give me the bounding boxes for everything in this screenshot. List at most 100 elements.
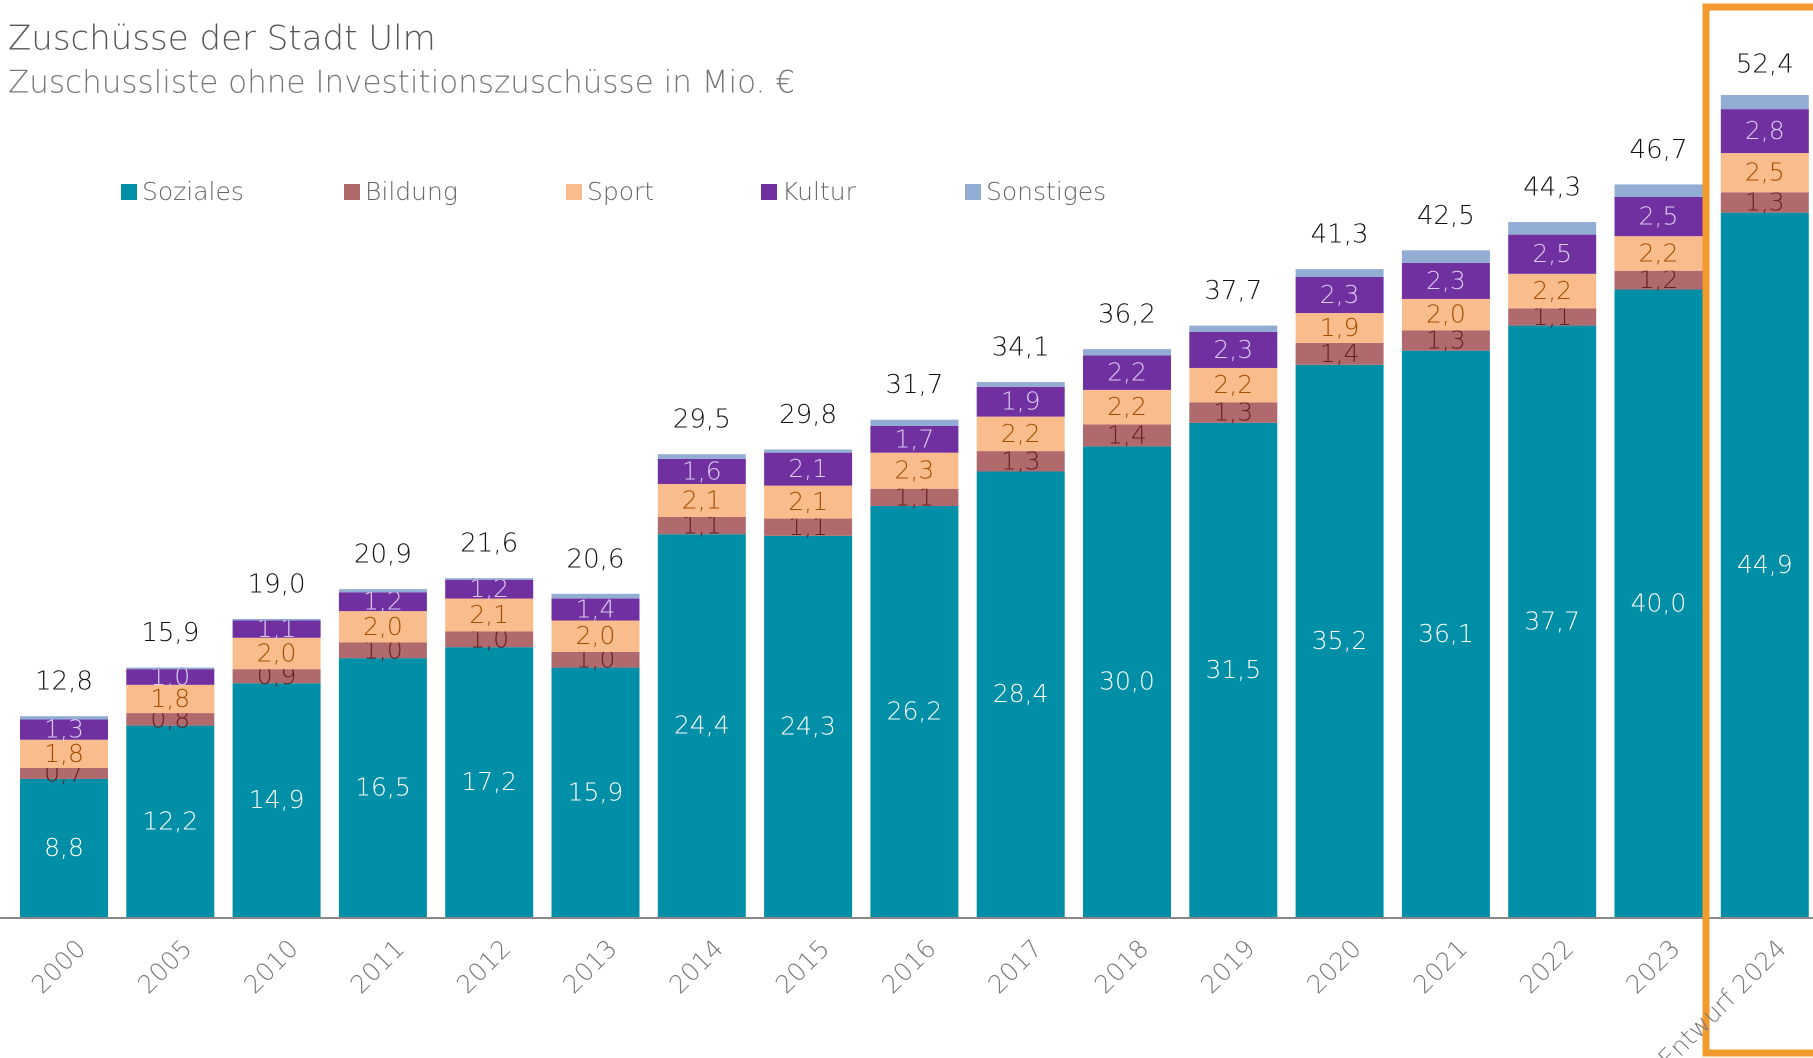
bar-segment [976, 451, 1065, 472]
data-label: 40,0 [1631, 588, 1687, 617]
bar-segment [1508, 325, 1597, 917]
total-label: 37,7 [1204, 276, 1262, 306]
data-label: 1,4 [1107, 420, 1147, 449]
data-label: 15,9 [568, 777, 624, 806]
total-label: 19,0 [248, 569, 306, 599]
bar-segment [1720, 212, 1809, 918]
data-label: 2,5 [1639, 202, 1679, 231]
data-label: 35,2 [1312, 626, 1368, 655]
x-tick-label: 2018 [1089, 934, 1154, 999]
bar-segment [657, 458, 746, 485]
bar-segment [1720, 153, 1809, 193]
data-label: 2,2 [1639, 238, 1679, 267]
legend-label: Kultur [782, 177, 857, 206]
data-label: 26,2 [887, 697, 943, 726]
data-label: 17,2 [461, 767, 517, 796]
bar-segment [870, 452, 959, 489]
data-label: 2,0 [363, 612, 403, 641]
bar-segment [232, 669, 321, 684]
bar-segment [1083, 389, 1171, 425]
data-label: 2,8 [1745, 116, 1785, 145]
data-label: 1,8 [150, 684, 190, 713]
bar-segment [551, 598, 640, 621]
x-tick-label: 2019 [1195, 934, 1260, 999]
bar-segment [1614, 196, 1703, 237]
bar-segment [870, 506, 959, 917]
data-label: 1,9 [1001, 387, 1041, 416]
data-label: 2,5 [1745, 158, 1785, 187]
data-label: 2,1 [788, 454, 828, 483]
bar-segment [1720, 95, 1809, 110]
bar-segment [1295, 313, 1384, 343]
data-label: 8,8 [44, 833, 84, 862]
total-label: 29,8 [779, 400, 837, 430]
data-label: 1,7 [895, 424, 935, 453]
data-label: 2,3 [1320, 280, 1360, 309]
bar-segment [1189, 325, 1278, 332]
x-tick-label: 2021 [1408, 934, 1473, 999]
bar-segment [445, 647, 534, 917]
bar-segment [1614, 236, 1703, 271]
bar-segment [657, 454, 746, 459]
data-label: 1,3 [1001, 446, 1041, 475]
data-label: 2,2 [1213, 370, 1253, 399]
bar-segment [551, 593, 640, 599]
legend-swatch [121, 184, 137, 200]
bar-segment [1189, 422, 1278, 917]
bar-segment [1720, 109, 1809, 154]
bar-segment [1295, 269, 1384, 277]
bar-segment [1401, 350, 1490, 917]
data-label: 2,2 [1001, 419, 1041, 448]
x-tick-label: 2014 [663, 934, 728, 999]
bar-segment [126, 667, 215, 670]
legend-label: Soziales [142, 177, 244, 206]
data-label: 2,5 [1532, 239, 1572, 268]
data-label: 2,3 [895, 456, 935, 485]
bar-segment [338, 658, 427, 917]
bar-segment [232, 620, 321, 638]
legend-label: Sonstiges [986, 177, 1106, 206]
data-label: 1,4 [1320, 339, 1360, 368]
data-label: 2,1 [469, 600, 509, 629]
bar-segment [1508, 222, 1597, 235]
bar-segment [1083, 424, 1171, 447]
bar-segment [764, 535, 853, 917]
bar-segment [126, 669, 215, 685]
legend-label: Bildung [365, 177, 458, 206]
total-label: 52,4 [1736, 50, 1794, 80]
data-label: 24,3 [780, 711, 836, 740]
data-label: 1,3 [1213, 398, 1253, 427]
bar-segment [1189, 331, 1278, 368]
legend-swatch [566, 184, 582, 200]
total-label: 44,3 [1523, 173, 1581, 203]
x-tick-label: 2017 [982, 934, 1047, 999]
bar-segment [445, 631, 534, 648]
bar-segment [20, 778, 108, 917]
bar-segment [764, 449, 853, 453]
bar-segment [657, 516, 746, 535]
legend-label: Sport [587, 177, 654, 206]
data-label: 2,0 [1426, 300, 1466, 329]
data-label: 2,2 [1107, 392, 1147, 421]
bar-segment [338, 642, 427, 659]
bar-segment [232, 618, 321, 621]
bar-segment [1295, 364, 1384, 918]
bar-segment [1189, 367, 1278, 403]
bar-segment [126, 684, 215, 714]
bar-segment [445, 578, 534, 580]
data-label: 1,8 [44, 739, 84, 768]
bar-segment [338, 611, 427, 643]
bar-segment [232, 637, 321, 670]
bar-segment [20, 767, 108, 779]
bar-segment [20, 716, 108, 720]
data-label: 31,5 [1205, 655, 1261, 684]
legend-swatch [965, 184, 981, 200]
total-label: 31,7 [885, 370, 943, 400]
data-label: 30,0 [1099, 667, 1155, 696]
total-label: 46,7 [1630, 135, 1688, 165]
x-tick-label: 2012 [451, 934, 516, 999]
x-tick-label: 2005 [132, 934, 197, 999]
bar-segment [1614, 270, 1703, 290]
bar-segment [870, 419, 959, 426]
